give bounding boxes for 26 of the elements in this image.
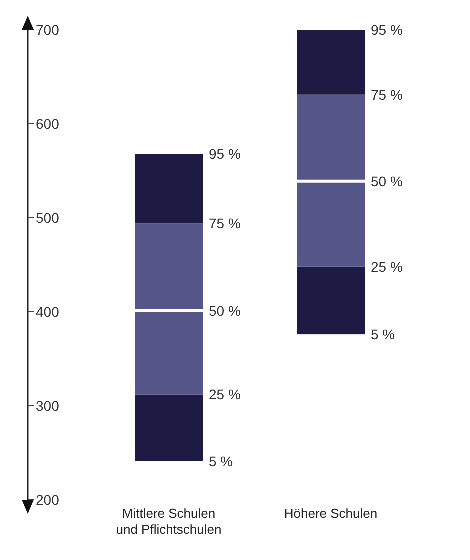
annotation: 50 % <box>371 173 403 190</box>
y-tick-label: 500 <box>36 210 60 226</box>
bar <box>135 154 203 224</box>
y-tick-label: 400 <box>36 304 60 320</box>
annotation: 95 % <box>371 22 403 38</box>
annotation: 95 % <box>209 146 241 162</box>
y-tick-label: 600 <box>36 116 60 132</box>
y-tick-label: 700 <box>36 22 60 38</box>
bar <box>135 394 203 462</box>
bar <box>135 224 203 312</box>
annotation: 50 % <box>209 303 241 320</box>
annotation: 25 % <box>371 258 403 275</box>
bar <box>135 311 203 395</box>
annotation: 75 % <box>371 86 403 103</box>
annotation: 75 % <box>209 216 241 232</box>
annotation: 5 % <box>209 453 234 470</box>
x-tick-label: Höhere Schulen <box>284 506 378 521</box>
annotation: 25 % <box>209 386 241 403</box>
annotation: 5 % <box>371 326 396 343</box>
bar <box>297 266 365 335</box>
y-tick-label: 300 <box>36 398 60 414</box>
bar <box>297 181 365 267</box>
bar <box>297 94 365 182</box>
x-tick-label: Mittlere Schulen und Pflichtschulen <box>116 506 222 537</box>
y-tick-label: 200 <box>36 492 60 508</box>
bar <box>297 30 365 95</box>
